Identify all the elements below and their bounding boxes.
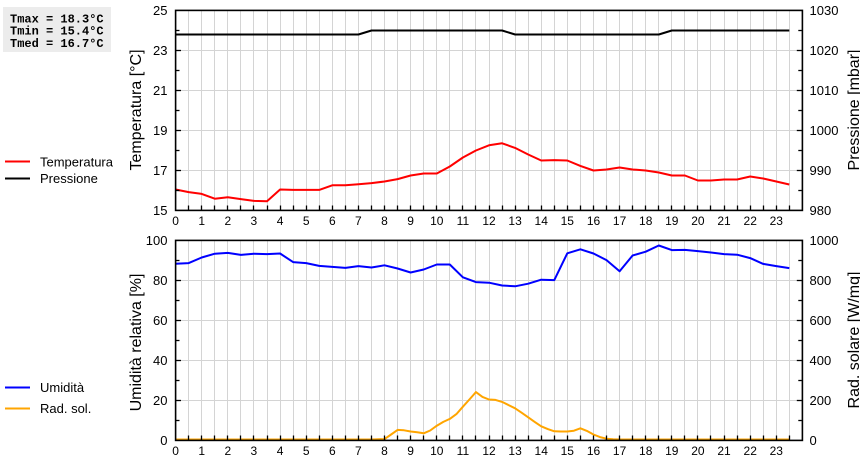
svg-text:17: 17 bbox=[613, 444, 627, 458]
svg-text:1030: 1030 bbox=[810, 3, 839, 18]
svg-text:3: 3 bbox=[251, 444, 258, 458]
svg-text:15: 15 bbox=[561, 444, 575, 458]
svg-text:11: 11 bbox=[457, 444, 470, 458]
svg-text:15: 15 bbox=[153, 203, 167, 218]
svg-text:100: 100 bbox=[146, 233, 168, 248]
svg-text:25: 25 bbox=[153, 3, 167, 18]
svg-text:22: 22 bbox=[744, 214, 758, 228]
svg-text:22: 22 bbox=[744, 444, 758, 458]
svg-text:19: 19 bbox=[665, 444, 679, 458]
svg-text:1000: 1000 bbox=[810, 233, 839, 248]
svg-text:980: 980 bbox=[810, 203, 832, 218]
svg-text:12: 12 bbox=[482, 214, 496, 228]
svg-text:1: 1 bbox=[198, 214, 205, 228]
svg-text:23: 23 bbox=[153, 43, 167, 58]
svg-text:10: 10 bbox=[430, 444, 444, 458]
svg-text:0: 0 bbox=[172, 214, 179, 228]
svg-text:19: 19 bbox=[153, 123, 167, 138]
svg-text:Rad. sol.: Rad. sol. bbox=[40, 401, 91, 416]
svg-text:15: 15 bbox=[561, 214, 575, 228]
svg-text:Umidità relativa [%]: Umidità relativa [%] bbox=[128, 274, 145, 412]
svg-text:40: 40 bbox=[153, 353, 167, 368]
svg-text:9: 9 bbox=[407, 444, 414, 458]
svg-text:800: 800 bbox=[810, 273, 832, 288]
svg-text:Tmax = 18.3°C: Tmax = 18.3°C bbox=[10, 13, 104, 27]
svg-text:0: 0 bbox=[172, 444, 179, 458]
svg-text:11: 11 bbox=[457, 214, 470, 228]
svg-text:7: 7 bbox=[355, 214, 362, 228]
svg-text:10: 10 bbox=[430, 214, 444, 228]
svg-text:20: 20 bbox=[691, 444, 705, 458]
svg-text:2: 2 bbox=[224, 214, 231, 228]
svg-text:2: 2 bbox=[224, 444, 231, 458]
svg-text:0: 0 bbox=[810, 433, 817, 448]
svg-text:Tmed = 16.7°C: Tmed = 16.7°C bbox=[10, 37, 104, 51]
svg-text:Temperatura [°C]: Temperatura [°C] bbox=[128, 49, 145, 170]
svg-text:20: 20 bbox=[153, 393, 167, 408]
svg-text:4: 4 bbox=[277, 444, 284, 458]
svg-text:20: 20 bbox=[691, 214, 705, 228]
svg-text:23: 23 bbox=[770, 214, 784, 228]
svg-text:400: 400 bbox=[810, 353, 832, 368]
svg-text:17: 17 bbox=[613, 214, 627, 228]
svg-text:12: 12 bbox=[482, 444, 496, 458]
svg-text:17: 17 bbox=[153, 163, 167, 178]
svg-text:4: 4 bbox=[277, 214, 284, 228]
svg-text:8: 8 bbox=[381, 214, 388, 228]
svg-text:1020: 1020 bbox=[810, 43, 839, 58]
svg-text:200: 200 bbox=[810, 393, 832, 408]
svg-text:600: 600 bbox=[810, 313, 832, 328]
svg-text:9: 9 bbox=[407, 214, 414, 228]
svg-text:5: 5 bbox=[303, 444, 310, 458]
svg-text:13: 13 bbox=[508, 444, 522, 458]
svg-text:18: 18 bbox=[639, 214, 653, 228]
svg-text:1: 1 bbox=[198, 444, 205, 458]
svg-text:14: 14 bbox=[535, 444, 549, 458]
svg-text:16: 16 bbox=[587, 214, 601, 228]
svg-text:5: 5 bbox=[303, 214, 310, 228]
svg-text:Pressione: Pressione bbox=[40, 171, 98, 186]
svg-text:Rad. solare [W/mq]: Rad. solare [W/mq] bbox=[846, 272, 860, 409]
svg-text:Umidità: Umidità bbox=[40, 380, 85, 395]
svg-text:Pressione [mbar]: Pressione [mbar] bbox=[846, 50, 860, 171]
svg-text:Tmin = 15.4°C: Tmin = 15.4°C bbox=[10, 25, 104, 39]
svg-text:21: 21 bbox=[717, 444, 731, 458]
svg-text:8: 8 bbox=[381, 444, 388, 458]
svg-text:1000: 1000 bbox=[810, 123, 839, 138]
svg-text:19: 19 bbox=[665, 214, 679, 228]
svg-text:990: 990 bbox=[810, 163, 832, 178]
svg-text:6: 6 bbox=[329, 214, 336, 228]
svg-text:Temperatura: Temperatura bbox=[40, 155, 114, 170]
svg-text:21: 21 bbox=[153, 83, 167, 98]
svg-text:3: 3 bbox=[251, 214, 258, 228]
svg-text:13: 13 bbox=[508, 214, 522, 228]
svg-text:0: 0 bbox=[160, 433, 167, 448]
svg-text:80: 80 bbox=[153, 273, 167, 288]
svg-text:14: 14 bbox=[535, 214, 549, 228]
svg-text:23: 23 bbox=[770, 444, 784, 458]
svg-text:6: 6 bbox=[329, 444, 336, 458]
svg-text:18: 18 bbox=[639, 444, 653, 458]
svg-text:21: 21 bbox=[717, 214, 731, 228]
svg-text:1010: 1010 bbox=[810, 83, 839, 98]
svg-text:7: 7 bbox=[355, 444, 362, 458]
svg-text:60: 60 bbox=[153, 313, 167, 328]
svg-text:16: 16 bbox=[587, 444, 601, 458]
